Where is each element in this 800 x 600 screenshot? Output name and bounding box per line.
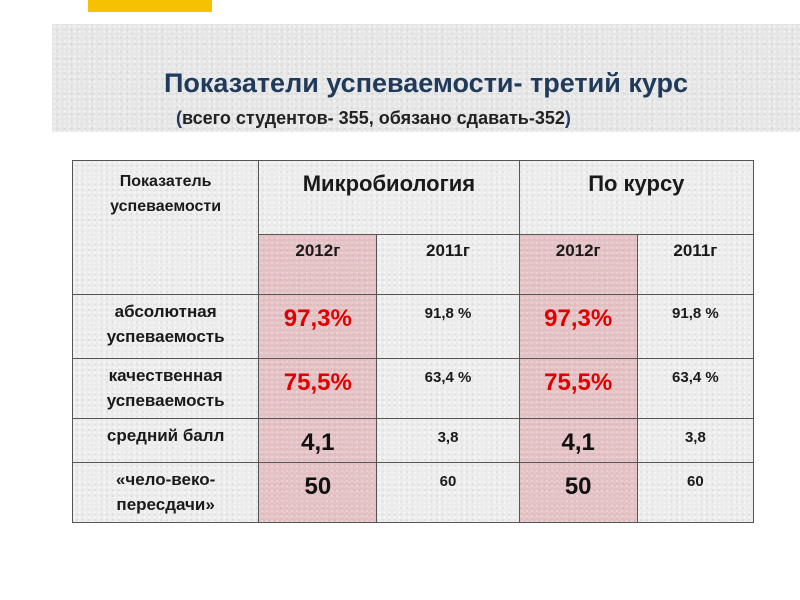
row-label-line: качественная <box>108 366 223 385</box>
value-cell: 75,5% <box>258 358 378 419</box>
table-year-row: 2012г 2011г 2012г 2011г <box>73 234 755 295</box>
value-cell: 3,8 <box>376 418 520 463</box>
row-label-average: средний балл <box>71 418 260 463</box>
row-label-quality: качественная успеваемость <box>71 358 260 419</box>
value-cell: 75,5% <box>518 358 638 419</box>
year-header-course-2011: 2011г <box>636 234 755 295</box>
value-cell: 91,8 % <box>376 294 520 359</box>
row-label-line: абсолютная <box>114 302 217 321</box>
table-row: абсолютная успеваемость 97,3% 91,8 % 97,… <box>71 294 755 359</box>
indicator-header-line-2: успеваемости <box>110 198 222 215</box>
value-cell: 50 <box>518 462 638 523</box>
row-label-line: успеваемость <box>106 391 225 410</box>
indicator-header-line-1: Показатель <box>119 173 212 190</box>
title-band: Показатели успеваемости- третий курс (вс… <box>52 24 800 132</box>
accent-bar <box>88 0 212 12</box>
page-subtitle: (всего студентов- 355, обязано сдавать-3… <box>176 108 571 128</box>
year-header-microbiology-2011: 2011г <box>376 234 520 295</box>
value-cell: 4,1 <box>518 418 638 463</box>
value-cell: 63,4 % <box>376 358 520 419</box>
row-label-line: успеваемость <box>106 327 225 346</box>
value-cell: 60 <box>636 462 755 523</box>
table-header-row: Показатель успеваемости Микробиология По… <box>71 160 755 295</box>
value-cell: 3,8 <box>636 418 755 463</box>
table-row: качественная успеваемость 75,5% 63,4 % 7… <box>71 358 755 419</box>
row-label-line: пересдачи» <box>116 495 215 514</box>
year-header-microbiology-2012: 2012г <box>258 234 378 295</box>
row-label-retakes: «чело-веко- пересдачи» <box>71 462 260 523</box>
group-header-course: По курсу <box>518 160 755 235</box>
value-cell: 63,4 % <box>636 358 755 419</box>
table-row: средний балл 4,1 3,8 4,1 3,8 <box>71 418 755 463</box>
row-label-line: средний балл <box>106 426 225 445</box>
value-cell: 50 <box>258 462 378 523</box>
performance-table-container: Показатель успеваемости Микробиология По… <box>71 160 755 523</box>
value-cell: 4,1 <box>258 418 378 463</box>
group-header-microbiology: Микробиология <box>258 160 520 235</box>
performance-table: Показатель успеваемости Микробиология По… <box>71 160 755 523</box>
year-header-course-2012: 2012г <box>518 234 638 295</box>
value-cell: 60 <box>376 462 520 523</box>
subtitle-text: всего студентов- 355, обязано сдавать-35… <box>182 108 565 128</box>
value-cell: 97,3% <box>258 294 378 359</box>
row-label-line: «чело-веко- <box>115 470 216 489</box>
value-cell: 91,8 % <box>636 294 755 359</box>
table-row: «чело-веко- пересдачи» 50 60 50 60 <box>71 462 755 523</box>
page-title: Показатели успеваемости- третий курс <box>164 68 688 98</box>
row-label-absolute: абсолютная успеваемость <box>71 294 260 359</box>
indicator-header-cell: Показатель успеваемости <box>71 160 260 295</box>
value-cell: 97,3% <box>518 294 638 359</box>
